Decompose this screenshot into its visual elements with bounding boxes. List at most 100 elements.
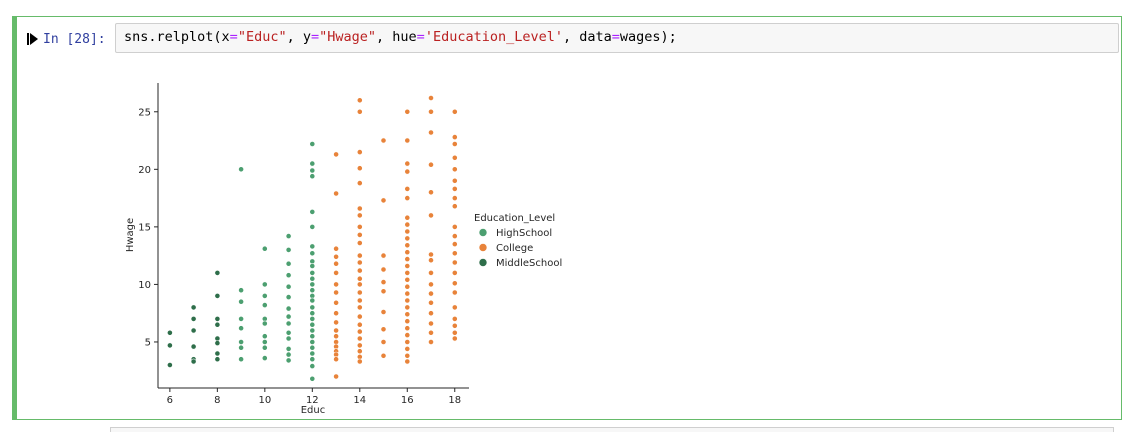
point-college [451, 329, 458, 336]
point-college [333, 299, 339, 306]
legend-label: College [496, 243, 533, 254]
point-college [356, 297, 363, 304]
point-college [451, 233, 458, 239]
point-college [404, 186, 411, 192]
point-highschool [285, 345, 292, 352]
point-college [451, 304, 458, 311]
point-college [356, 205, 363, 212]
point-college [333, 327, 339, 334]
point-highschool [309, 333, 316, 340]
point-college [380, 352, 387, 359]
point-college [404, 358, 411, 365]
cell-prompt: In [28]: [27, 25, 106, 53]
code-token: sns.relplot(x [124, 29, 230, 45]
point-highschool [238, 344, 244, 351]
legend-label: HighSchool [496, 228, 552, 239]
point-highschool [261, 355, 268, 361]
point-middleschool [190, 304, 197, 311]
point-college [451, 134, 458, 140]
point-college [404, 269, 411, 276]
point-college [356, 97, 363, 104]
point-college [380, 266, 387, 273]
point-college [404, 311, 411, 318]
point-highschool [309, 344, 316, 351]
y-tick-label: 15 [138, 222, 151, 233]
point-college [380, 339, 387, 345]
point-middleschool [190, 315, 197, 322]
point-middleschool [190, 327, 197, 334]
point-highschool [261, 333, 268, 340]
point-college [404, 352, 411, 359]
point-college [404, 168, 411, 175]
point-college [428, 257, 434, 264]
point-college [428, 108, 434, 115]
point-middleschool [214, 340, 221, 346]
point-highschool [309, 297, 316, 304]
point-college [451, 186, 458, 192]
point-college [404, 263, 411, 269]
run-cell-icon[interactable] [27, 32, 39, 46]
point-college [451, 223, 458, 230]
point-highschool [309, 269, 316, 276]
point-highschool [309, 339, 316, 345]
point-highschool [238, 325, 244, 332]
point-college [356, 165, 363, 172]
point-college [333, 260, 339, 267]
point-college [333, 269, 339, 276]
point-highschool [309, 363, 316, 369]
legend-title: Education_Level [474, 213, 555, 224]
point-college [380, 309, 387, 315]
point-highschool [309, 173, 316, 180]
point-middleschool [167, 329, 173, 336]
point-highschool [309, 356, 316, 363]
point-college [356, 275, 363, 282]
point-highschool [238, 287, 244, 294]
point-highschool [309, 250, 316, 257]
point-college [404, 283, 411, 290]
point-college [333, 333, 339, 340]
point-college [356, 321, 363, 328]
point-highschool [261, 320, 268, 327]
x-axis-label: Educ [301, 405, 326, 416]
code-token: = [416, 29, 425, 45]
point-college [380, 252, 387, 259]
point-college [428, 212, 434, 219]
point-highschool [309, 167, 316, 174]
x-tick-label: 16 [401, 395, 414, 406]
point-highschool [309, 243, 316, 250]
point-college [451, 154, 458, 161]
point-highschool [309, 160, 316, 167]
point-college [428, 251, 434, 258]
point-college [404, 235, 411, 242]
point-college [356, 231, 363, 238]
point-college [404, 108, 411, 115]
point-college [404, 195, 411, 201]
next-cell[interactable] [110, 427, 1114, 432]
point-college [380, 326, 387, 333]
point-college [356, 358, 363, 365]
point-middleschool [214, 292, 221, 299]
point-middleschool [214, 350, 221, 357]
code-cell[interactable]: In [28]: sns.relplot(x="Educ", y="Hwage"… [12, 16, 1122, 420]
point-college [380, 279, 387, 285]
code-token: 'Education_Level' [424, 29, 563, 45]
point-highschool [285, 320, 292, 327]
point-college [451, 141, 458, 147]
point-highschool [309, 375, 316, 382]
point-college [451, 166, 458, 173]
point-college [451, 289, 458, 296]
legend-marker [478, 228, 488, 237]
plot-points [167, 95, 458, 382]
point-highschool [261, 292, 268, 299]
point-college [356, 335, 363, 342]
code-input[interactable]: sns.relplot(x="Educ", y="Hwage", hue='Ed… [115, 23, 1119, 53]
y-axis-label: Hwage [125, 218, 136, 252]
point-college [404, 325, 411, 332]
point-college [451, 241, 458, 247]
point-college [356, 328, 363, 335]
point-highschool [261, 344, 268, 351]
point-college [428, 290, 434, 297]
point-highschool [261, 281, 268, 288]
y-tick-label: 25 [138, 107, 151, 118]
